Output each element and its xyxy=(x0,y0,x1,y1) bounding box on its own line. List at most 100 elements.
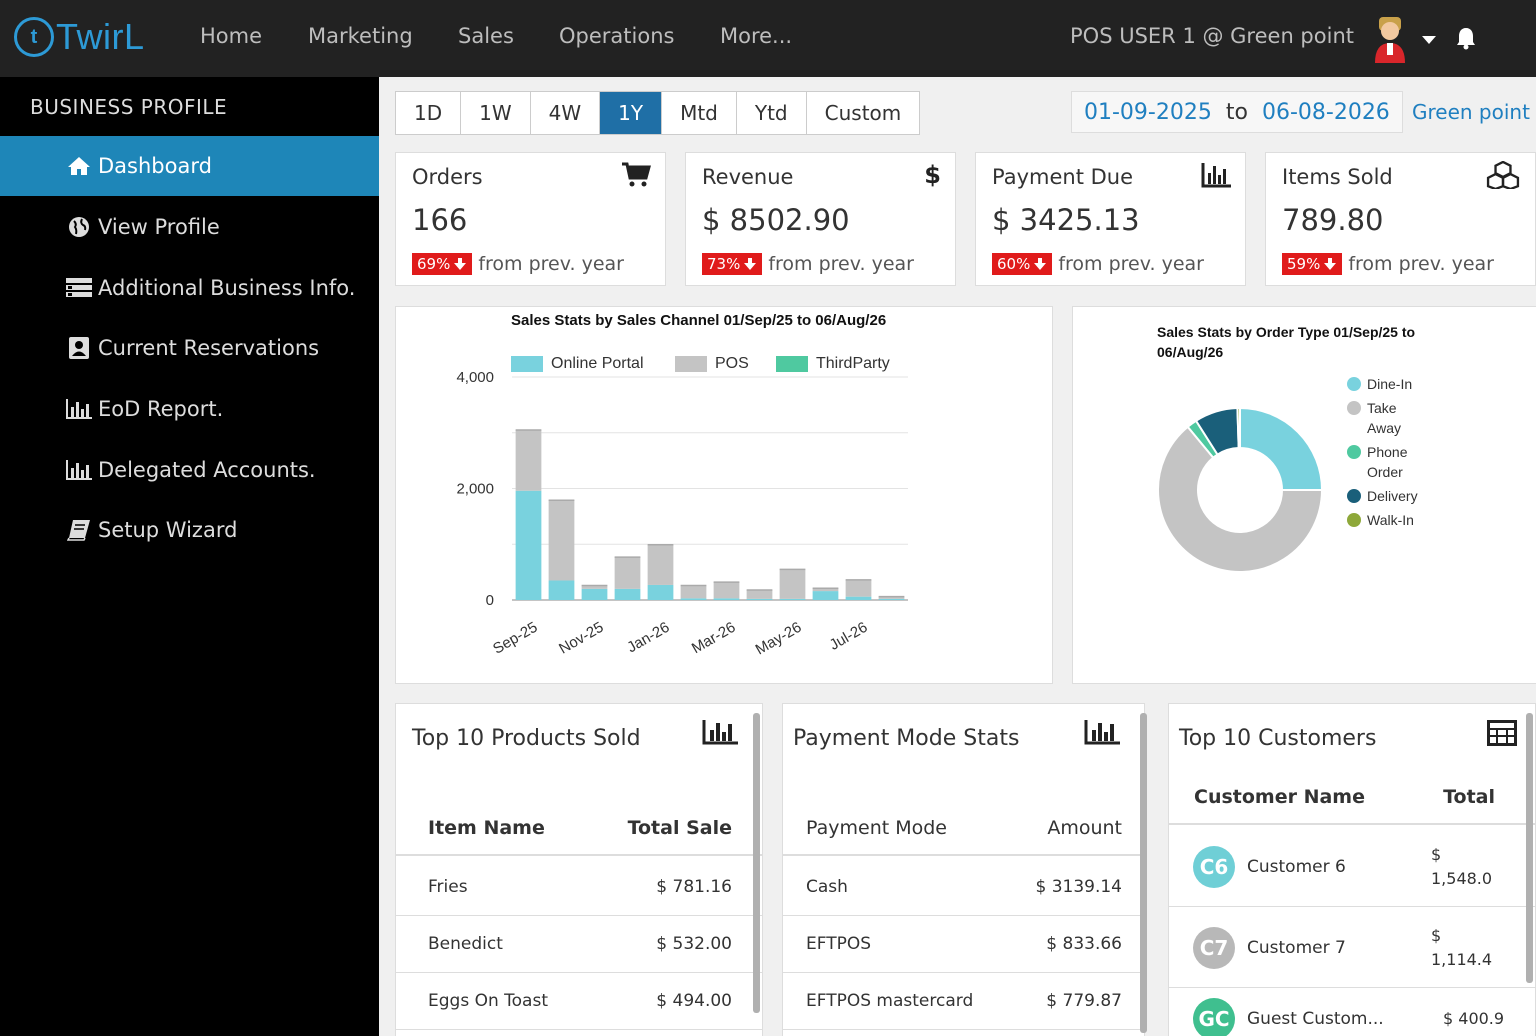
legend-thirdparty[interactable]: ThirdParty xyxy=(776,355,890,373)
table-row[interactable]: Cash $ 3139.14 xyxy=(783,859,1144,916)
customers-scrollbar[interactable] xyxy=(1526,713,1533,983)
notification-bell-icon[interactable] xyxy=(1455,26,1477,50)
legend-marker[interactable] xyxy=(1347,401,1361,415)
date-range-picker[interactable]: 01-09-2025 to 06-08-2026 xyxy=(1071,91,1403,133)
legend-marker[interactable] xyxy=(1347,377,1361,391)
bar-segment[interactable] xyxy=(779,598,806,600)
bar-segment[interactable] xyxy=(713,598,740,600)
donut-slice[interactable] xyxy=(1236,406,1241,450)
bar-segment[interactable] xyxy=(878,598,905,600)
legend-marker[interactable] xyxy=(1347,445,1361,459)
change-badge: 69% xyxy=(412,253,473,275)
nav-marketing[interactable]: Marketing xyxy=(308,24,413,48)
bar-segment[interactable] xyxy=(845,579,872,597)
tab-1d[interactable]: 1D xyxy=(396,92,462,134)
sidebar-item-additional-info[interactable]: Additional Business Info. xyxy=(0,258,379,318)
legend-online-portal[interactable]: Online Portal xyxy=(511,355,644,373)
bar-segment[interactable] xyxy=(878,596,905,599)
bar-segment[interactable] xyxy=(812,588,839,592)
sidebar-item-label: View Profile xyxy=(98,215,220,239)
kpi-label: Revenue xyxy=(702,165,794,189)
contact-card-icon xyxy=(66,337,92,359)
bar-chart-icon[interactable] xyxy=(1084,718,1120,746)
app-logo[interactable]: t TwirL xyxy=(14,16,145,58)
date-to[interactable]: 06-08-2026 xyxy=(1261,99,1390,125)
tab-custom[interactable]: Custom xyxy=(824,101,902,125)
donut-slice[interactable] xyxy=(1239,406,1324,491)
kpi-footer-text: from prev. year xyxy=(768,253,914,275)
legend-marker[interactable] xyxy=(1347,489,1361,503)
legend-label[interactable]: Walk-In xyxy=(1367,512,1414,528)
logo-text: TwirL xyxy=(56,16,145,57)
table-row[interactable]: Fries $ 781.16 xyxy=(396,859,762,916)
legend-label[interactable]: Away xyxy=(1367,420,1401,436)
bar-segment[interactable] xyxy=(515,490,542,600)
legend-marker[interactable] xyxy=(1347,513,1361,527)
column-header-customer-name[interactable]: Customer Name xyxy=(1194,786,1365,808)
payments-scrollbar[interactable] xyxy=(1140,713,1147,1033)
table-row[interactable]: C6 Customer 6 $1,548.0 xyxy=(1169,827,1535,907)
nav-home[interactable]: Home xyxy=(200,24,263,48)
bar-segment[interactable] xyxy=(680,585,707,599)
column-header-total[interactable]: Total xyxy=(1443,786,1495,808)
arrow-down-icon xyxy=(454,258,467,270)
sidebar-item-eod-report[interactable]: EoD Report. xyxy=(0,379,379,439)
column-header-total-sale[interactable]: Total Sale xyxy=(627,817,732,839)
user-menu-chevron-down-icon[interactable] xyxy=(1422,36,1436,44)
bar-segment[interactable] xyxy=(779,569,806,599)
arrow-down-icon xyxy=(1324,258,1337,270)
table-row[interactable]: Eggs On Toast $ 494.00 xyxy=(396,973,762,1030)
column-header-amount[interactable]: Amount xyxy=(1047,817,1122,839)
sidebar-item-dashboard[interactable]: Dashboard xyxy=(0,136,379,196)
sidebar-item-reservations[interactable]: Current Reservations xyxy=(0,318,379,378)
bar-segment[interactable] xyxy=(746,598,773,600)
user-location-label[interactable]: POS USER 1 @ Green point xyxy=(1070,24,1354,48)
bar-segment[interactable] xyxy=(614,557,641,589)
column-header-item-name[interactable]: Item Name xyxy=(428,817,545,839)
legend-pos[interactable]: POS xyxy=(675,355,749,373)
sidebar-item-delegated-accounts[interactable]: Delegated Accounts. xyxy=(0,440,379,500)
tab-4w[interactable]: 4W xyxy=(531,92,601,134)
legend-label[interactable]: Delivery xyxy=(1367,488,1418,504)
tab-ytd[interactable]: Ytd xyxy=(737,92,807,134)
bar-segment[interactable] xyxy=(515,429,542,491)
legend-label[interactable]: Phone xyxy=(1367,444,1408,460)
bar-segment[interactable] xyxy=(647,584,674,600)
bar-segment[interactable] xyxy=(647,544,674,585)
nav-more[interactable]: More... xyxy=(720,24,793,48)
table-row[interactable]: C7 Customer 7 $1,114.4 xyxy=(1169,908,1535,988)
bar-segment[interactable] xyxy=(746,589,773,599)
column-header-payment-mode[interactable]: Payment Mode xyxy=(806,817,947,839)
table-row[interactable]: GC Guest Custom... $ 400.9 xyxy=(1169,989,1535,1036)
location-link[interactable]: Green point xyxy=(1412,100,1530,124)
bar-segment[interactable] xyxy=(845,596,872,600)
nav-operations[interactable]: Operations xyxy=(559,24,675,48)
bar-segment[interactable] xyxy=(581,588,608,600)
legend-label[interactable]: Order xyxy=(1367,464,1403,480)
nav-sales[interactable]: Sales xyxy=(458,24,514,48)
bar-segment[interactable] xyxy=(581,585,608,589)
tab-mtd[interactable]: Mtd xyxy=(662,92,737,134)
table-row[interactable]: EFTPOS $ 833.66 xyxy=(783,916,1144,973)
bar-segment[interactable] xyxy=(713,582,740,599)
sidebar-item-setup-wizard[interactable]: Setup Wizard xyxy=(0,500,379,560)
legend-label[interactable]: Take xyxy=(1367,400,1397,416)
bar-segment[interactable] xyxy=(680,598,707,600)
bar-segment[interactable] xyxy=(548,580,575,600)
sidebar-item-view-profile[interactable]: View Profile xyxy=(0,197,379,257)
date-from[interactable]: 01-09-2025 xyxy=(1084,99,1212,125)
bar-segment[interactable] xyxy=(614,588,641,600)
table-row[interactable]: Benedict $ 532.00 xyxy=(396,916,762,973)
user-avatar[interactable] xyxy=(1371,13,1409,63)
bar-segment[interactable] xyxy=(812,591,839,600)
item-name: Benedict xyxy=(428,934,503,954)
legend-label[interactable]: Dine-In xyxy=(1367,376,1412,392)
products-scrollbar[interactable] xyxy=(753,713,760,1013)
table-icon[interactable] xyxy=(1487,720,1517,746)
donut-slice[interactable] xyxy=(1157,425,1324,573)
tab-1w[interactable]: 1W xyxy=(461,92,531,134)
tab-1y[interactable]: 1Y xyxy=(600,92,663,134)
bar-segment[interactable] xyxy=(548,500,575,581)
table-row[interactable]: EFTPOS mastercard $ 779.87 xyxy=(783,973,1144,1030)
bar-chart-icon[interactable] xyxy=(702,718,738,746)
